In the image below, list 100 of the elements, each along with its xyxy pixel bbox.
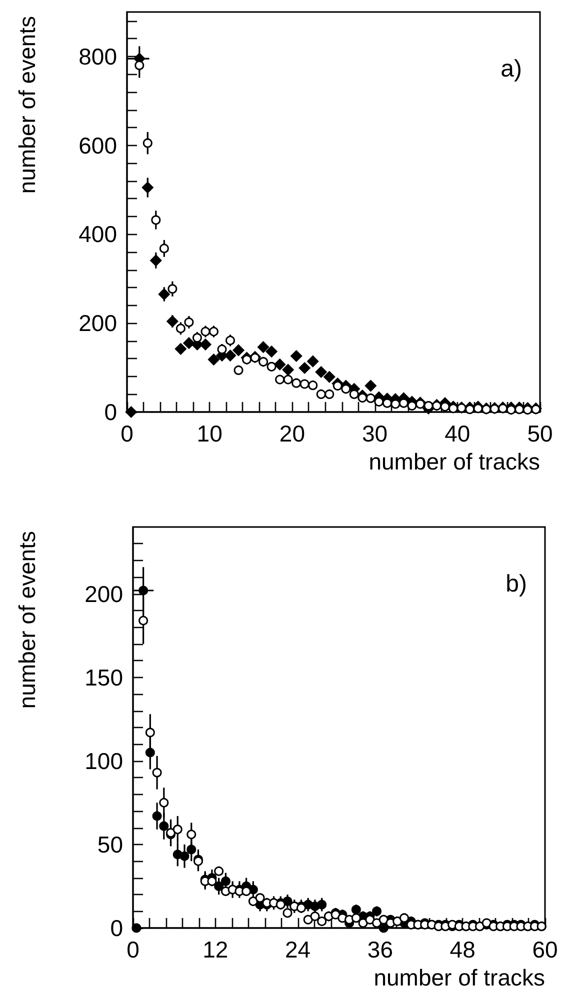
point (145, 748, 155, 758)
point (310, 912, 320, 922)
point (158, 288, 170, 300)
point (168, 284, 178, 294)
point (142, 182, 154, 194)
point (324, 389, 334, 399)
point (490, 404, 500, 414)
point (266, 362, 276, 372)
y-tick-label: 200 (78, 310, 117, 336)
point (315, 366, 327, 378)
point (159, 244, 169, 254)
point (390, 399, 400, 409)
point (307, 356, 319, 368)
y-tick-label: 0 (104, 399, 117, 425)
x-tick-label: 40 (444, 420, 470, 446)
point (234, 365, 244, 375)
point (365, 914, 375, 924)
annotation: b) (506, 570, 528, 598)
point (172, 824, 182, 834)
point (372, 906, 382, 916)
x-tick-label: 48 (450, 936, 476, 962)
point (382, 398, 392, 408)
point (166, 316, 178, 328)
y-tick-label: 100 (84, 748, 123, 774)
point (208, 326, 218, 336)
point (152, 768, 162, 778)
point (407, 401, 417, 411)
point (174, 343, 186, 355)
point (324, 371, 336, 383)
y-tick-label: 150 (84, 664, 123, 690)
point (399, 913, 409, 923)
y-tick-label: 800 (78, 43, 117, 70)
point (274, 358, 286, 370)
point (184, 317, 194, 327)
point (317, 916, 327, 926)
point (514, 404, 524, 414)
point (226, 336, 235, 346)
point (531, 404, 541, 414)
point (316, 389, 326, 399)
point (351, 913, 361, 923)
point (358, 393, 368, 403)
point (415, 399, 425, 409)
point (255, 893, 265, 903)
y-tick-label: 50 (97, 831, 123, 858)
point (145, 728, 155, 738)
point (217, 344, 227, 354)
point (398, 398, 408, 408)
point (224, 350, 236, 362)
x-tick-label: 20 (279, 420, 305, 446)
x-tick-label: 12 (202, 936, 228, 962)
x-tick-label: 36 (367, 936, 393, 962)
point (374, 397, 384, 407)
point (248, 896, 258, 906)
point (258, 357, 268, 367)
point (282, 908, 292, 918)
point (232, 344, 244, 356)
point (317, 900, 327, 910)
point (308, 380, 318, 390)
x-tick-label: 60 (532, 936, 558, 962)
y-axis-title: number of events (14, 16, 40, 194)
point (300, 379, 310, 389)
point (186, 844, 196, 854)
point (208, 354, 220, 366)
x-tick-label: 30 (362, 420, 388, 446)
y-tick-label: 0 (110, 915, 123, 941)
point (358, 918, 368, 928)
point (341, 384, 351, 394)
point (506, 405, 516, 415)
point (151, 215, 161, 225)
x-tick-label: 24 (285, 936, 311, 962)
point (242, 354, 252, 364)
point (473, 404, 483, 414)
y-tick-label: 200 (84, 580, 123, 607)
point (440, 402, 450, 412)
point (332, 381, 342, 391)
point (275, 374, 285, 384)
point (432, 401, 442, 411)
point (465, 404, 475, 414)
x-tick-label: 0 (126, 936, 140, 962)
point (138, 616, 148, 626)
x-tick-label: 10 (196, 420, 222, 446)
point (448, 404, 458, 414)
point (303, 914, 313, 924)
point (220, 876, 230, 886)
point (351, 904, 361, 914)
point (266, 346, 278, 358)
point (152, 811, 162, 821)
point (298, 362, 310, 374)
point (258, 341, 270, 353)
point (183, 337, 195, 349)
point (134, 60, 144, 70)
point (159, 821, 169, 831)
y-tick-label: 400 (78, 221, 117, 248)
point (214, 866, 224, 876)
annotation: a) (500, 56, 522, 82)
point (192, 333, 202, 343)
point (186, 830, 196, 840)
point (282, 364, 294, 376)
point (292, 378, 302, 388)
y-tick-label: 600 (78, 132, 117, 158)
